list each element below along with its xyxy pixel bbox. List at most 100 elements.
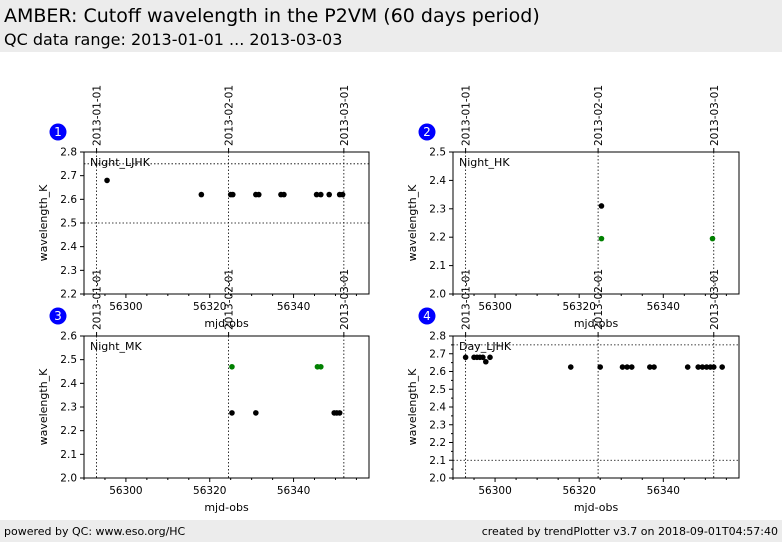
- data-point: [710, 364, 717, 370]
- date-marker-label: 2013-02-01: [224, 85, 236, 146]
- y-tick-label: 2.7: [429, 348, 446, 360]
- x-tick-label: 56320: [193, 485, 226, 497]
- data-point: [462, 354, 469, 361]
- page-header: AMBER: Cutoff wavelength in the P2VM (60…: [0, 0, 782, 52]
- data-point: [628, 364, 635, 370]
- y-tick-label: 2.1: [429, 455, 446, 467]
- page-footer: powered by QC: www.eso.org/HC created by…: [0, 520, 782, 542]
- data-point: [695, 364, 702, 370]
- x-axis-label: mjd-obs: [204, 317, 249, 330]
- page-subtitle: QC data range: 2013-01-01 ... 2013-03-03: [4, 30, 343, 49]
- x-tick-label: 56320: [562, 485, 595, 497]
- data-point: [699, 364, 706, 370]
- x-tick-label: 56300: [478, 485, 511, 497]
- legend-text: Night_HK: [459, 156, 510, 169]
- data-point: [647, 364, 653, 370]
- y-tick-label: 2.0: [429, 473, 446, 485]
- data-point: [598, 203, 605, 209]
- panel-badge: [418, 123, 436, 141]
- x-axis-label: mjd-obs: [204, 501, 249, 514]
- panel-badge: [49, 307, 67, 325]
- data-point: [318, 363, 324, 370]
- panel-badge-number: 2: [423, 125, 431, 139]
- data-point: [229, 363, 235, 370]
- y-tick-label: 2.3: [60, 402, 77, 414]
- y-tick-label: 2.4: [429, 175, 446, 187]
- x-axis-label: mjd-obs: [574, 317, 619, 330]
- y-tick-label: 2.4: [60, 378, 77, 390]
- data-point: [483, 358, 489, 365]
- y-tick-label: 2.0: [429, 289, 446, 301]
- data-point: [255, 191, 262, 198]
- y-tick-label: 2.4: [60, 241, 77, 253]
- y-tick-label: 2.5: [429, 384, 446, 396]
- data-point: [487, 354, 493, 361]
- data-point: [104, 177, 110, 184]
- y-axis-label: wavelength_K: [37, 184, 50, 262]
- x-tick-label: 56320: [562, 301, 595, 313]
- y-tick-label: 2.2: [429, 232, 446, 244]
- date-marker-label: 2013-02-01: [224, 269, 236, 330]
- footer-generator: created by trendPlotter v3.7 on 2018-09-…: [481, 525, 778, 538]
- y-tick-label: 2.8: [60, 147, 77, 159]
- plot-frame-2: [452, 151, 740, 295]
- date-marker-label: 2013-01-01: [461, 85, 473, 146]
- panel-badge-number: 1: [54, 125, 62, 139]
- plot-frame-3: [83, 335, 370, 479]
- legend-text: Night_MK: [90, 340, 143, 353]
- data-point: [598, 235, 605, 242]
- y-tick-label: 2.5: [60, 218, 77, 230]
- date-marker-label: 2013-01-01: [92, 269, 104, 330]
- y-tick-label: 2.6: [60, 331, 77, 343]
- y-tick-label: 2.6: [60, 194, 77, 206]
- y-axis-label: wavelength_K: [406, 184, 419, 262]
- data-point: [597, 364, 604, 370]
- data-point: [198, 191, 205, 198]
- date-marker-label: 2013-03-01: [339, 85, 351, 146]
- panel-badge: [418, 307, 436, 325]
- date-marker-label: 2013-03-01: [709, 269, 721, 330]
- y-tick-label: 2.1: [429, 260, 446, 272]
- x-tick-label: 56300: [109, 301, 142, 313]
- y-tick-label: 2.2: [429, 437, 446, 449]
- y-tick-label: 2.2: [60, 289, 77, 301]
- date-marker-label: 2013-02-01: [593, 269, 605, 330]
- y-tick-label: 2.0: [60, 473, 77, 485]
- plot-frame-4: [452, 335, 740, 479]
- y-axis-label: wavelength_K: [406, 368, 419, 446]
- y-tick-label: 2.7: [60, 170, 77, 182]
- data-point: [229, 410, 235, 416]
- x-tick-label: 56340: [647, 301, 680, 313]
- x-tick-label: 56340: [277, 301, 310, 313]
- date-marker-label: 2013-01-01: [92, 85, 104, 146]
- y-tick-label: 2.1: [60, 449, 77, 461]
- y-tick-label: 2.3: [429, 203, 446, 215]
- y-tick-label: 2.4: [429, 402, 446, 414]
- date-marker-label: 2013-01-01: [461, 269, 473, 330]
- legend-text: Day_LJHK: [459, 340, 512, 353]
- data-point: [318, 191, 324, 198]
- x-tick-label: 56340: [277, 485, 310, 497]
- y-tick-label: 2.2: [60, 425, 77, 437]
- page-title: AMBER: Cutoff wavelength in the P2VM (60…: [4, 5, 540, 27]
- y-axis-label: wavelength_K: [37, 368, 50, 446]
- date-marker-label: 2013-02-01: [593, 85, 605, 146]
- data-point: [709, 235, 716, 242]
- x-tick-label: 56320: [193, 301, 226, 313]
- y-tick-label: 2.8: [429, 331, 446, 343]
- data-point: [339, 191, 346, 198]
- legend-text: Night_LJHK: [90, 156, 151, 169]
- data-point: [567, 364, 574, 370]
- data-point: [281, 191, 287, 198]
- footer-credit: powered by QC: www.eso.org/HC: [4, 525, 186, 538]
- panel-badge-number: 3: [54, 309, 62, 323]
- data-point: [684, 364, 691, 370]
- data-point: [480, 354, 486, 361]
- data-point: [313, 191, 320, 198]
- x-axis-label: mjd-obs: [574, 501, 619, 514]
- x-tick-label: 56300: [109, 485, 142, 497]
- date-marker-label: 2013-03-01: [709, 85, 721, 146]
- data-point: [326, 191, 332, 198]
- y-tick-label: 2.3: [60, 265, 77, 277]
